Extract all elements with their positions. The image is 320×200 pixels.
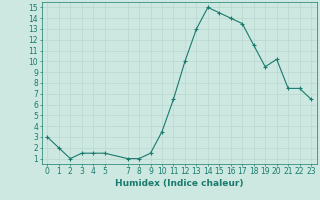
X-axis label: Humidex (Indice chaleur): Humidex (Indice chaleur)	[115, 179, 244, 188]
